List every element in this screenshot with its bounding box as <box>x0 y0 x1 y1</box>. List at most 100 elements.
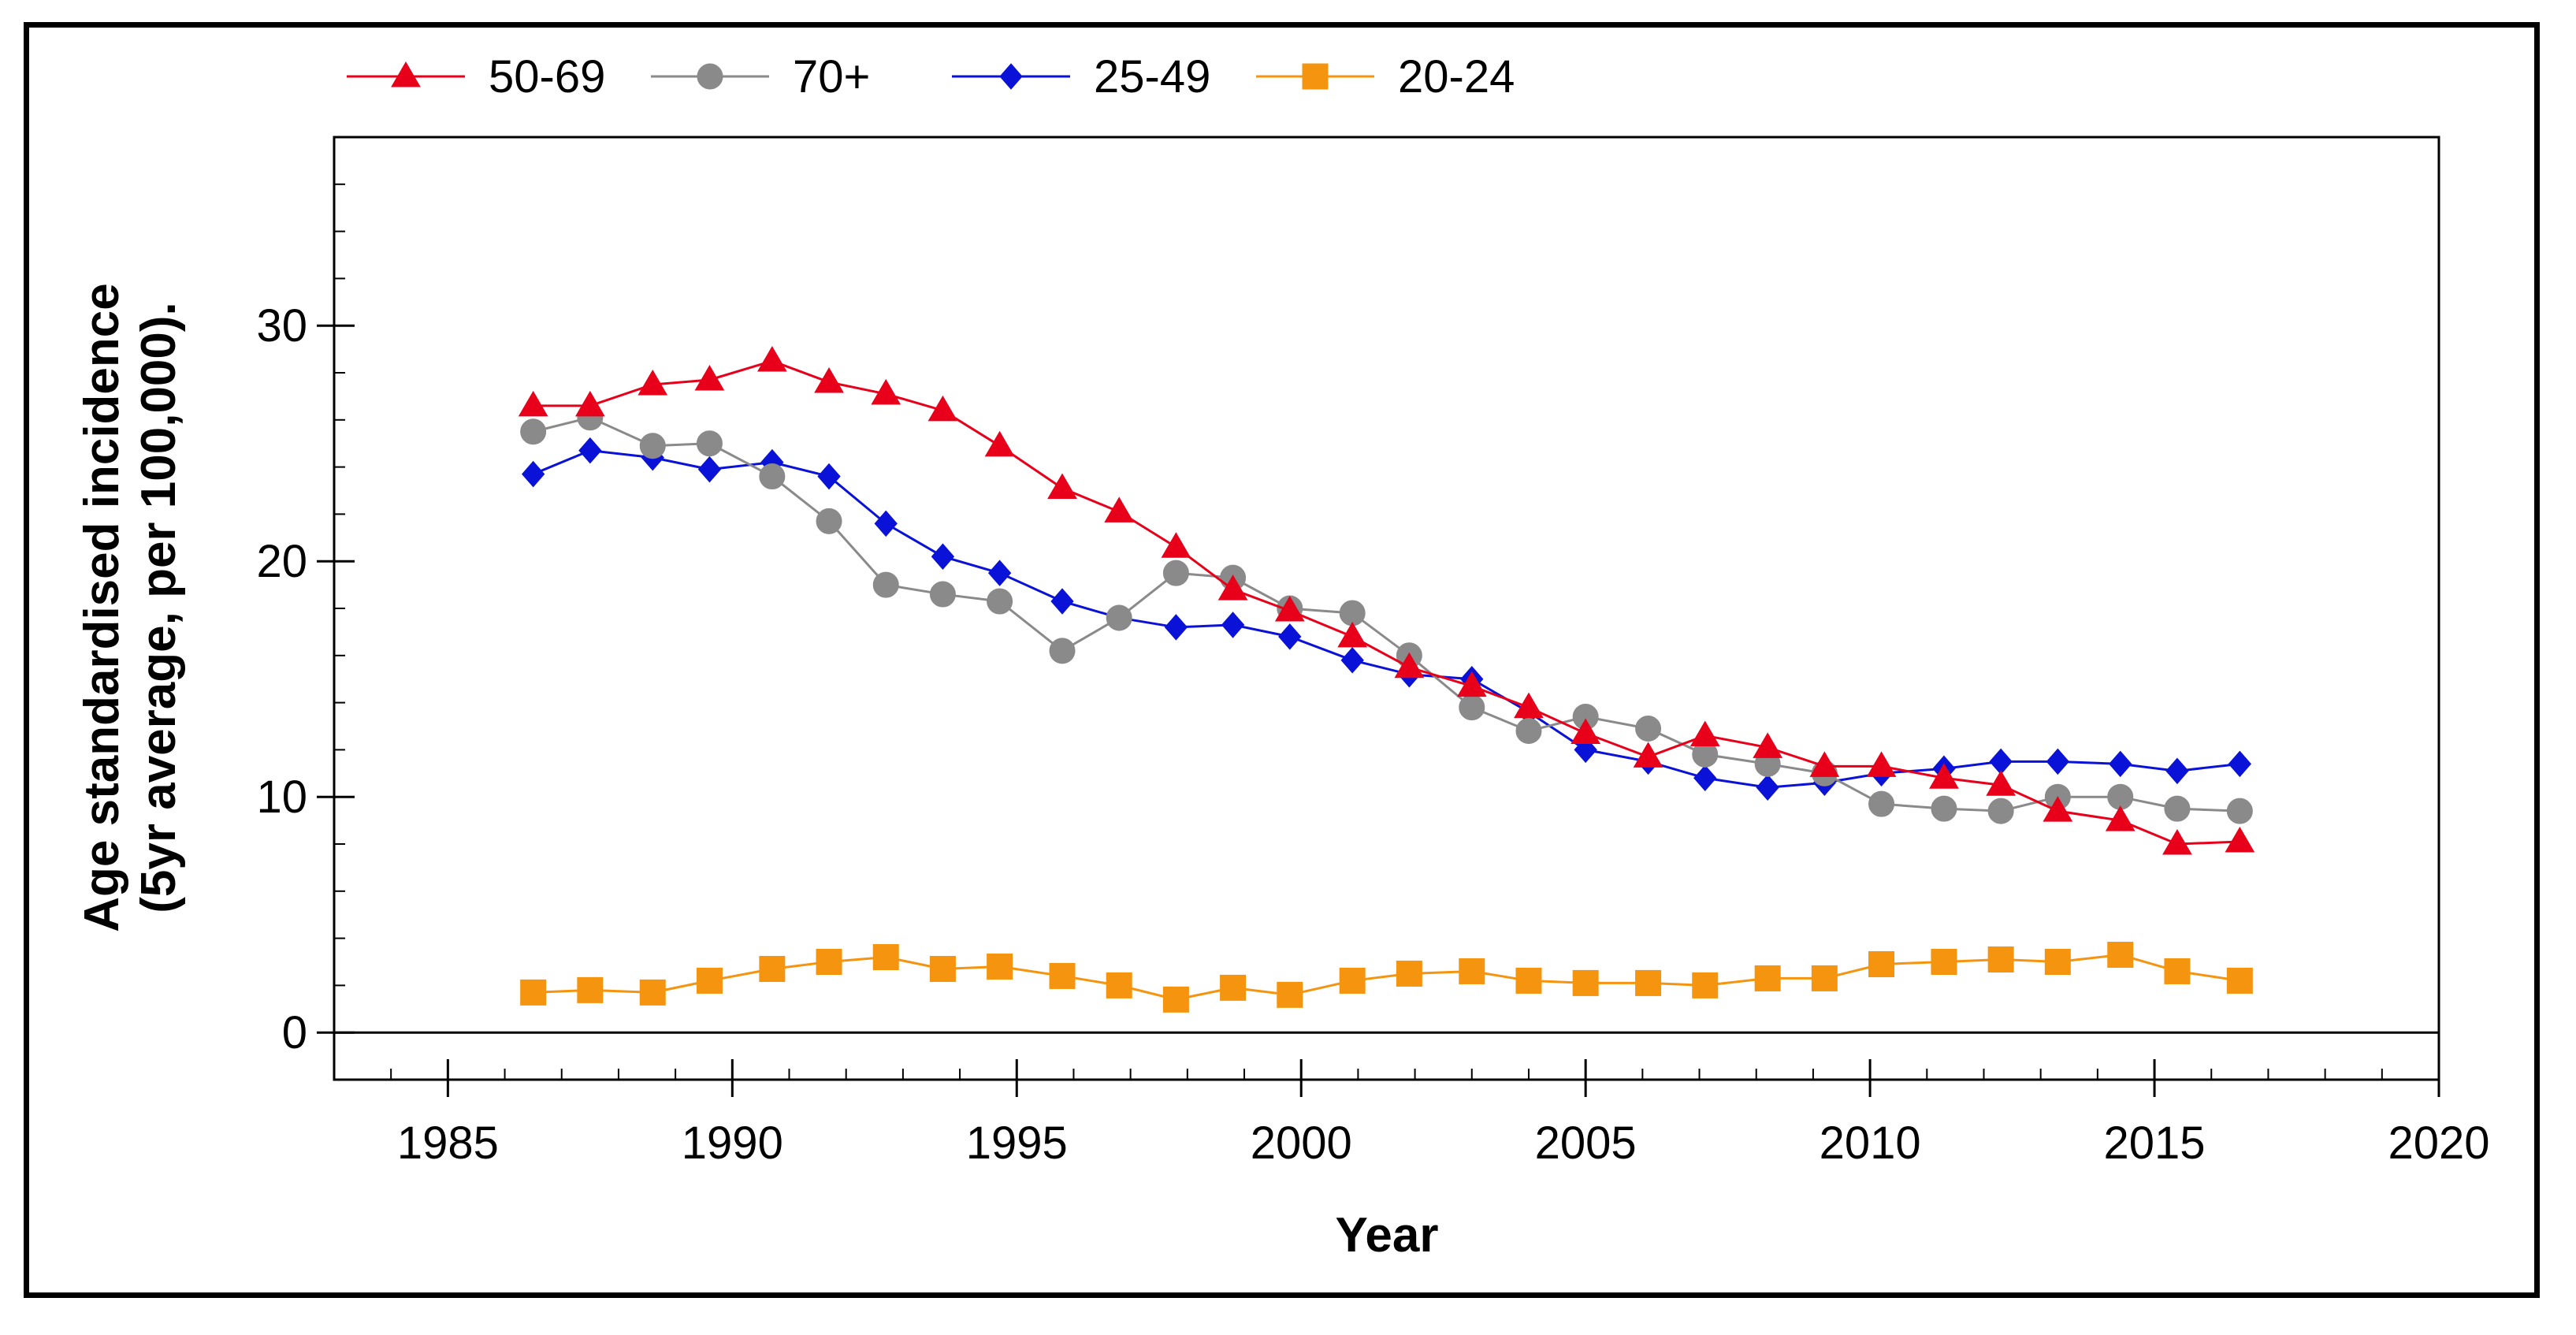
data-point-25-49 <box>874 510 898 537</box>
data-point-20-24 <box>577 976 604 1003</box>
data-point-50-69 <box>1753 732 1783 758</box>
data-point-50-69 <box>1986 770 2017 796</box>
data-point-50-69 <box>1217 575 1248 601</box>
data-point-50-69 <box>2105 805 2136 831</box>
data-point-25-49 <box>817 463 841 490</box>
data-point-70+ <box>1049 638 1076 664</box>
series-line-70+ <box>533 416 2240 813</box>
series-layer <box>518 346 2255 1013</box>
legend-entry-50-69: 50-69 <box>347 51 605 102</box>
chart-frame <box>24 22 2540 1298</box>
y-tick-label: 10 <box>256 772 307 823</box>
data-point-50-69 <box>518 390 548 417</box>
data-point-20-24 <box>1572 969 1599 996</box>
y-tick-label: 0 <box>282 1007 307 1058</box>
x-minor-ticks <box>333 1069 2383 1080</box>
data-point-20-24 <box>696 967 723 994</box>
x-tick-labels: 1985 1990 1995 2000 2005 2010 2015 2020 <box>397 1117 2490 1169</box>
data-point-70+ <box>1106 604 1132 631</box>
data-point-20-24 <box>1811 965 1838 991</box>
data-point-20-24 <box>872 944 899 971</box>
data-point-70+ <box>929 581 956 608</box>
data-point-20-24 <box>1106 972 1132 998</box>
legend-marker <box>1302 63 1329 90</box>
x-tick-label: 2000 <box>1251 1117 1352 1169</box>
data-point-20-24 <box>2164 958 2191 984</box>
x-tick-label: 1995 <box>966 1117 1068 1169</box>
data-point-70+ <box>520 418 547 445</box>
data-point-50-69 <box>756 346 787 372</box>
data-point-70+ <box>2164 795 2191 822</box>
data-point-25-49 <box>578 437 602 464</box>
legend-label: 50-69 <box>489 51 605 102</box>
data-point-50-69 <box>1337 621 1368 648</box>
series-20-24 <box>520 942 2253 1013</box>
data-point-50-69 <box>927 395 958 422</box>
legend-label: 20-24 <box>1398 51 1515 102</box>
data-point-70+ <box>2226 798 2253 824</box>
data-point-20-24 <box>1635 969 1662 996</box>
data-point-70+ <box>872 571 899 598</box>
data-point-70+ <box>1635 715 1662 742</box>
x-tick-label: 2015 <box>2104 1117 2206 1169</box>
data-point-20-24 <box>1220 974 1247 1001</box>
legend: 50-69 70+ 25-49 20-24 <box>347 51 1515 102</box>
data-point-25-49 <box>1164 614 1188 641</box>
data-point-20-24 <box>1162 986 1189 1013</box>
data-point-50-69 <box>1633 742 1663 768</box>
data-point-20-24 <box>1396 960 1422 987</box>
data-point-50-69 <box>1571 718 1601 744</box>
x-major-ticks <box>446 1059 2440 1097</box>
data-point-25-49 <box>2046 748 2069 775</box>
data-point-50-69 <box>637 369 668 396</box>
data-point-50-69 <box>694 364 725 391</box>
data-point-20-24 <box>1277 981 1303 1008</box>
y-tick-label: 30 <box>256 300 307 351</box>
data-point-70+ <box>1515 717 1542 744</box>
data-point-50-69 <box>1394 652 1425 679</box>
data-point-20-24 <box>1931 949 1957 975</box>
series-25-49 <box>521 437 2252 801</box>
x-tick-label: 1985 <box>397 1117 499 1169</box>
data-point-20-24 <box>2044 949 2071 975</box>
data-point-20-24 <box>1049 962 1076 989</box>
legend-entry-25-49: 25-49 <box>952 51 1210 102</box>
data-point-20-24 <box>1339 967 1366 994</box>
data-point-50-69 <box>1514 692 1544 719</box>
data-point-70+ <box>1162 560 1189 586</box>
data-point-20-24 <box>929 955 956 982</box>
data-point-20-24 <box>816 949 842 975</box>
data-point-20-24 <box>1515 967 1542 994</box>
data-point-70+ <box>696 430 723 457</box>
data-point-50-69 <box>2225 827 2255 853</box>
data-point-20-24 <box>2107 942 2134 969</box>
data-point-25-49 <box>1221 612 1245 638</box>
data-point-25-49 <box>1340 647 1364 674</box>
data-point-50-69 <box>1456 671 1487 697</box>
data-point-25-49 <box>697 456 722 483</box>
data-point-25-49 <box>521 460 545 488</box>
data-point-50-69 <box>1047 473 1077 500</box>
y-major-ticks <box>317 324 355 1034</box>
data-point-50-69 <box>1274 595 1305 622</box>
legend-label: 70+ <box>793 51 870 102</box>
data-point-25-49 <box>1756 774 1779 801</box>
data-point-25-49 <box>2165 757 2189 785</box>
data-point-50-69 <box>1929 763 1959 789</box>
data-point-20-24 <box>1868 950 1895 977</box>
y-tick-labels: 0 10 20 30 <box>256 300 307 1058</box>
legend-marker <box>391 61 421 87</box>
x-tick-label: 2005 <box>1535 1117 1637 1169</box>
data-point-50-69 <box>1161 532 1191 558</box>
x-tick-label: 2010 <box>1820 1117 1921 1169</box>
data-point-50-69 <box>1104 496 1135 522</box>
data-point-25-49 <box>987 560 1012 586</box>
data-point-25-49 <box>1278 623 1302 650</box>
x-tick-label: 1990 <box>682 1117 783 1169</box>
data-point-70+ <box>816 508 842 534</box>
data-point-70+ <box>1459 694 1485 721</box>
data-point-20-24 <box>639 979 666 1006</box>
y-axis-title: Age standardised incidence (5yr average,… <box>75 283 186 932</box>
y-axis-title-line-1: Age standardised incidence <box>75 283 129 932</box>
